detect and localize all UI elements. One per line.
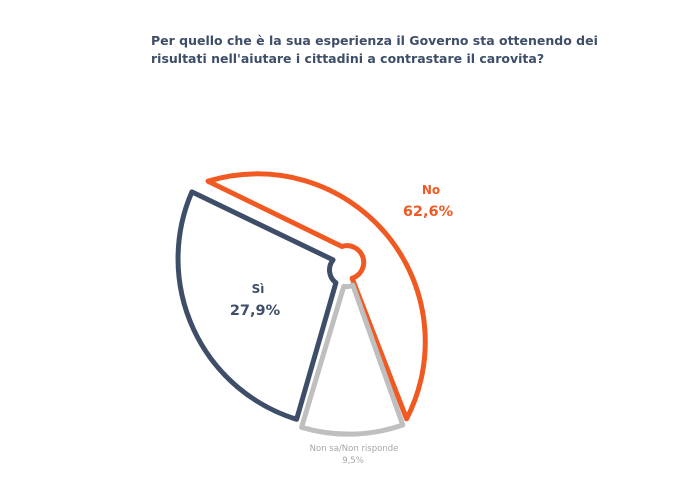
pie-slice-non-sa — [299, 282, 406, 437]
slice-value-no: 62,6% — [403, 204, 454, 220]
pie-slice-no — [205, 171, 428, 422]
slice-label-no: No — [422, 183, 440, 197]
chart-title-line-1: Per quello che è la sua esperienza il Go… — [151, 33, 598, 48]
chart-title: Per quello che è la sua esperienza il Go… — [151, 32, 598, 68]
chart-title-line-2: risultati nell'aiutare i cittadini a con… — [151, 51, 545, 66]
pie-slice-si — [175, 189, 339, 422]
slice-label-si: Sì — [252, 282, 265, 296]
slice-label-non-sa: Non sa/Non risponde — [310, 444, 399, 454]
slice-value-non-sa: 9,5% — [342, 456, 364, 466]
slice-value-si: 27,9% — [230, 303, 281, 319]
